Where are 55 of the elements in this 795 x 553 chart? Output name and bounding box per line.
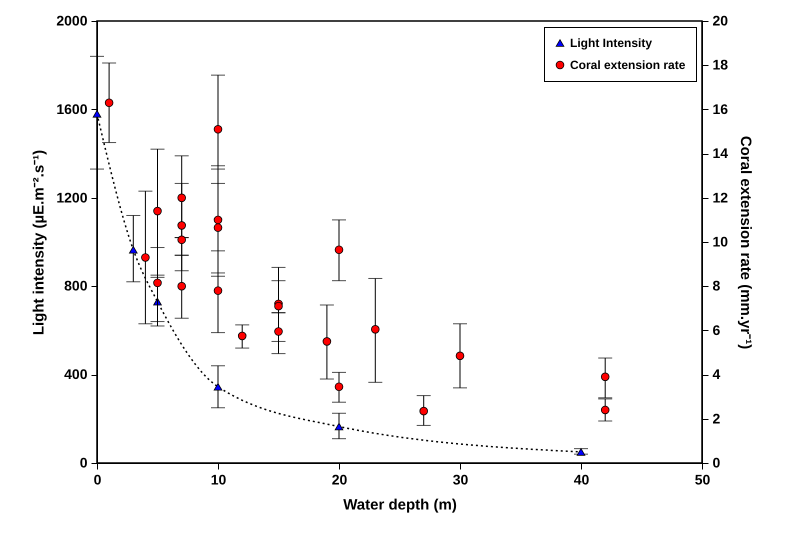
y2-tick-label: 4 xyxy=(712,366,720,382)
y-axis-title: Light intensity (µE.m⁻².s⁻¹) xyxy=(30,150,48,336)
point xyxy=(576,448,586,456)
y-tick-label: 1600 xyxy=(56,100,88,117)
y-tick-label: 2000 xyxy=(56,12,88,28)
x-tick-label: 20 xyxy=(332,472,348,488)
point xyxy=(214,286,222,295)
y2-tick-label: 20 xyxy=(712,12,728,28)
point xyxy=(600,372,610,382)
x-tick-label: 50 xyxy=(694,472,710,488)
point xyxy=(177,221,186,230)
point xyxy=(322,337,332,346)
legend-label: Light Intensity xyxy=(570,36,652,50)
point xyxy=(334,382,344,392)
legend-label: Coral extension rate xyxy=(570,58,686,72)
y-tick-label: 800 xyxy=(64,278,88,294)
point xyxy=(334,245,344,254)
point xyxy=(238,332,246,340)
x-axis-title: Water depth (m) xyxy=(343,496,457,514)
point xyxy=(177,194,186,202)
y2-tick-label: 6 xyxy=(712,322,720,338)
y2-tick-label: 2 xyxy=(712,410,720,426)
y-tick-label: 1200 xyxy=(56,189,88,206)
y2-tick-label: 12 xyxy=(712,189,728,206)
point xyxy=(153,278,162,288)
point xyxy=(214,125,222,134)
y-tick-label: 0 xyxy=(80,454,88,470)
point xyxy=(371,325,380,334)
point xyxy=(456,352,464,360)
y2-tick-label: 14 xyxy=(712,145,728,162)
point xyxy=(274,327,283,336)
point xyxy=(104,98,114,108)
x-tick-label: 0 xyxy=(94,472,102,488)
point xyxy=(214,383,222,391)
y2-axis-title: Coral extension rate (mm.yr⁻¹) xyxy=(737,136,754,350)
point xyxy=(334,422,344,430)
point xyxy=(214,216,222,224)
point xyxy=(214,223,222,232)
point xyxy=(153,206,162,216)
y2-tick-label: 8 xyxy=(712,278,720,294)
x-tick-label: 40 xyxy=(574,472,590,488)
point xyxy=(177,282,186,290)
x-tick-label: 30 xyxy=(452,472,468,488)
x-tick-label: 10 xyxy=(210,472,226,488)
y2-tick-label: 0 xyxy=(712,454,720,470)
y2-tick-label: 10 xyxy=(712,234,728,250)
y-tick-label: 400 xyxy=(64,366,88,382)
point xyxy=(419,406,428,416)
point xyxy=(141,253,150,262)
y2-tick-label: 16 xyxy=(712,100,728,117)
point xyxy=(177,236,186,244)
y2-tick-label: 18 xyxy=(712,56,728,73)
point xyxy=(92,110,102,118)
point xyxy=(129,246,138,254)
point xyxy=(600,406,610,414)
